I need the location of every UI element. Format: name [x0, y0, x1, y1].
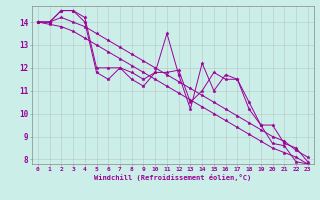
X-axis label: Windchill (Refroidissement éolien,°C): Windchill (Refroidissement éolien,°C): [94, 174, 252, 181]
